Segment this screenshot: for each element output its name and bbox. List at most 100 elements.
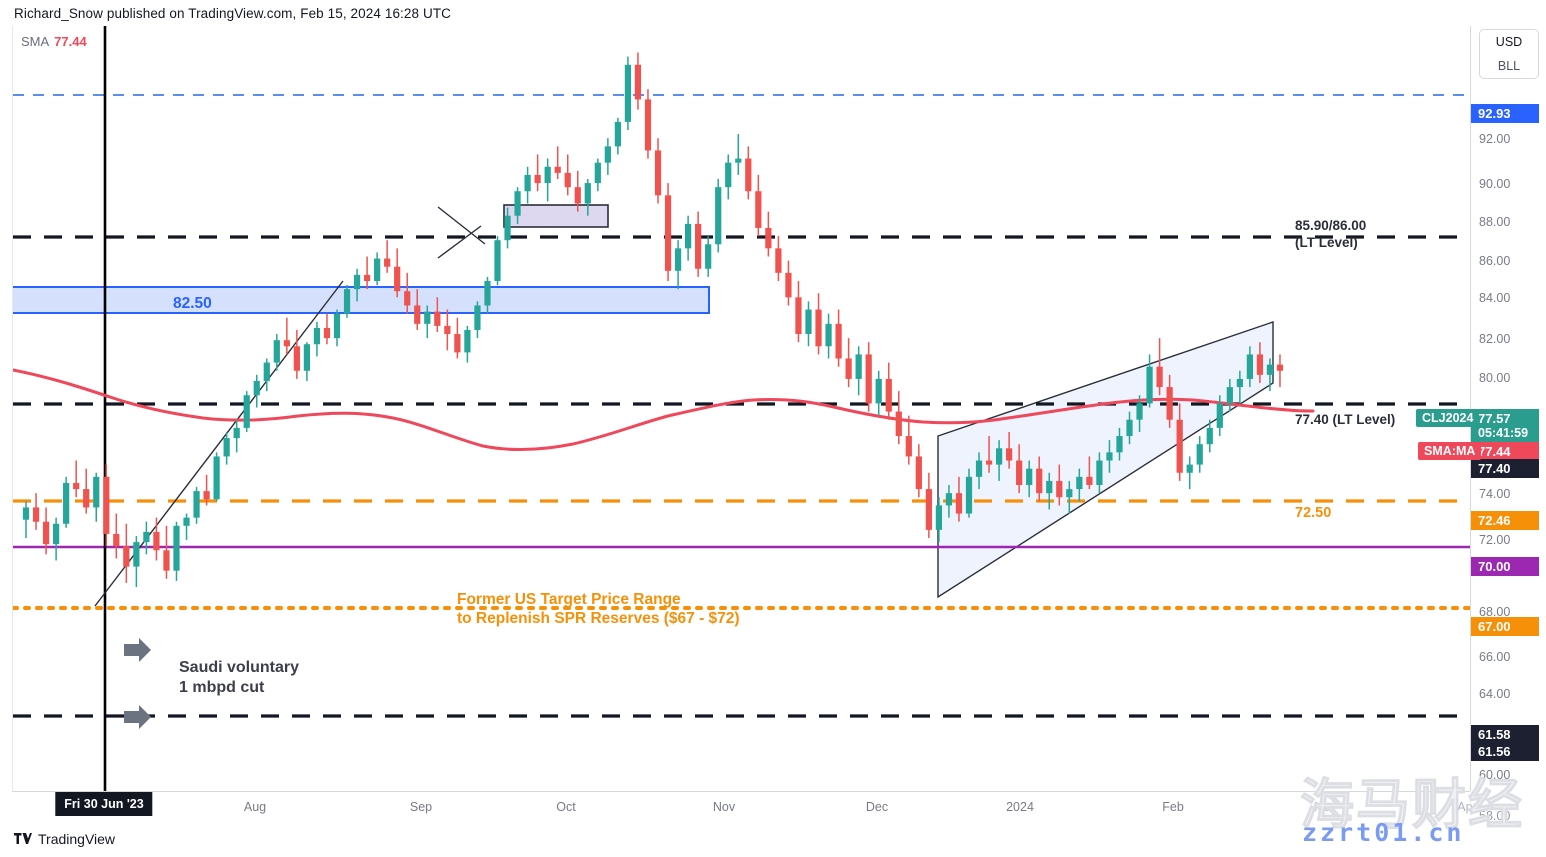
candle-body bbox=[22, 507, 30, 520]
candle-body bbox=[414, 305, 421, 324]
candle-body bbox=[213, 456, 220, 500]
sma-tag: 77.44 bbox=[1471, 442, 1539, 461]
price-tick: 82.00 bbox=[1479, 332, 1511, 346]
level-7250-label: 72.50 bbox=[1295, 505, 1332, 521]
consolidation-box bbox=[503, 204, 609, 228]
sma-flag: SMA:MA bbox=[1418, 442, 1482, 460]
price-tick: 58.00 bbox=[1479, 809, 1511, 823]
candle-body bbox=[955, 493, 963, 514]
candle-body bbox=[293, 346, 300, 371]
candle-body bbox=[1006, 448, 1013, 461]
candle-body bbox=[915, 456, 922, 490]
price-tick: 66.00 bbox=[1479, 650, 1511, 664]
candle-body bbox=[985, 460, 993, 465]
candle-body bbox=[123, 546, 130, 567]
price-tick: 68.00 bbox=[1479, 605, 1511, 619]
candle-body bbox=[564, 172, 571, 188]
candle-body bbox=[755, 191, 762, 228]
spr-low-tag: 67.00 bbox=[1471, 617, 1539, 636]
publisher-byline: Richard_Snow published on TradingView.co… bbox=[14, 6, 452, 21]
candle-body bbox=[53, 523, 60, 545]
candle-body bbox=[1196, 444, 1203, 465]
candle-body bbox=[363, 274, 371, 281]
legend-indicator-name: SMA bbox=[21, 34, 50, 49]
candle-body bbox=[63, 482, 70, 524]
orange-level-tag: 72.46 bbox=[1471, 511, 1539, 530]
time-axis[interactable]: Aug Sep Oct Nov Dec 2024 Feb Mar Apr Fri 30 Jun … bbox=[12, 791, 1477, 824]
price-axis[interactable]: USD BLL 92.00 90.00 88.00 86.00 84.00 82.00 80… bbox=[1470, 26, 1546, 823]
candle-body bbox=[243, 395, 250, 428]
candle-body bbox=[1016, 460, 1023, 485]
candle-body bbox=[404, 291, 411, 306]
candle-body bbox=[624, 64, 632, 122]
tradingview-logo-icon bbox=[14, 833, 32, 844]
currency-toggle[interactable]: USD BLL bbox=[1479, 29, 1539, 79]
candle-body bbox=[544, 166, 551, 184]
candle-body bbox=[1116, 436, 1123, 453]
time-highlight-badge: Fri 30 Jun '23 bbox=[55, 792, 153, 816]
candle-body bbox=[584, 183, 591, 204]
candle-body bbox=[153, 531, 160, 551]
candle-body bbox=[705, 244, 712, 269]
candle-body bbox=[163, 550, 170, 571]
wedge-line-upper bbox=[437, 206, 486, 245]
candle-body bbox=[574, 187, 581, 204]
saudi-arrow-1 bbox=[124, 638, 151, 662]
candle-body bbox=[1086, 476, 1093, 485]
candle-body bbox=[925, 489, 932, 530]
time-tick-label: Oct bbox=[556, 800, 576, 814]
candle-body bbox=[695, 223, 702, 269]
candle-body bbox=[765, 227, 772, 249]
price-tick: 60.00 bbox=[1479, 768, 1511, 782]
candle-body bbox=[614, 121, 621, 147]
price-tick: 72.00 bbox=[1479, 533, 1511, 547]
low-tag-2: 61.56 bbox=[1471, 742, 1539, 761]
candle-body bbox=[273, 340, 280, 363]
chart-legend[interactable]: SMA 77.44 bbox=[21, 34, 87, 49]
candle-body bbox=[333, 313, 341, 339]
candle-body bbox=[454, 334, 461, 353]
candle-body bbox=[534, 174, 541, 184]
candle-body bbox=[965, 476, 973, 514]
candle-body bbox=[735, 158, 742, 163]
candle-body bbox=[444, 325, 451, 335]
watermark-cn-text: 海马财经 bbox=[1300, 773, 1524, 837]
candle-body bbox=[725, 162, 732, 188]
candle-body bbox=[654, 150, 662, 196]
time-tick-label: Feb bbox=[1162, 800, 1184, 814]
price-plot[interactable]: Former US Target Price Range to Replenis… bbox=[13, 26, 1471, 791]
candlestick-svg bbox=[13, 26, 1471, 791]
candle-body bbox=[263, 362, 270, 381]
candle-body bbox=[83, 489, 90, 508]
candle-body bbox=[805, 309, 812, 335]
candle-body bbox=[1096, 460, 1103, 485]
candle-body bbox=[604, 146, 611, 163]
candle-body bbox=[1256, 354, 1264, 375]
candle-body bbox=[143, 531, 150, 543]
candle-body bbox=[1246, 354, 1253, 379]
candle-body bbox=[1106, 452, 1113, 461]
candle-body bbox=[885, 378, 892, 412]
candle-body bbox=[644, 99, 652, 151]
candle-body bbox=[845, 358, 852, 379]
candle-body bbox=[1126, 419, 1133, 437]
chart-pane[interactable]: SMA 77.44 bbox=[12, 26, 1471, 791]
candle-body bbox=[183, 517, 190, 526]
last-price-tag: 77.57 05:41:59 bbox=[1471, 409, 1539, 443]
time-tick-label: Apr bbox=[1457, 800, 1477, 814]
candle-body bbox=[464, 329, 471, 353]
candle-body bbox=[1236, 378, 1243, 388]
candle-body bbox=[1066, 489, 1073, 498]
price-tick: 90.00 bbox=[1479, 177, 1511, 191]
candle-body bbox=[1036, 468, 1043, 494]
price-tick: 84.00 bbox=[1479, 291, 1511, 305]
currency-option-bll[interactable]: BLL bbox=[1497, 59, 1521, 73]
candle-body bbox=[1216, 403, 1223, 428]
purple-level-tag: 70.00 bbox=[1471, 557, 1539, 576]
currency-option-usd[interactable]: USD bbox=[1495, 35, 1523, 49]
candle-body bbox=[674, 248, 682, 271]
candle-body bbox=[935, 505, 943, 530]
lt-level-tag: 77.40 bbox=[1471, 459, 1539, 478]
rising-trendline bbox=[94, 280, 344, 607]
candle-body bbox=[554, 166, 561, 173]
